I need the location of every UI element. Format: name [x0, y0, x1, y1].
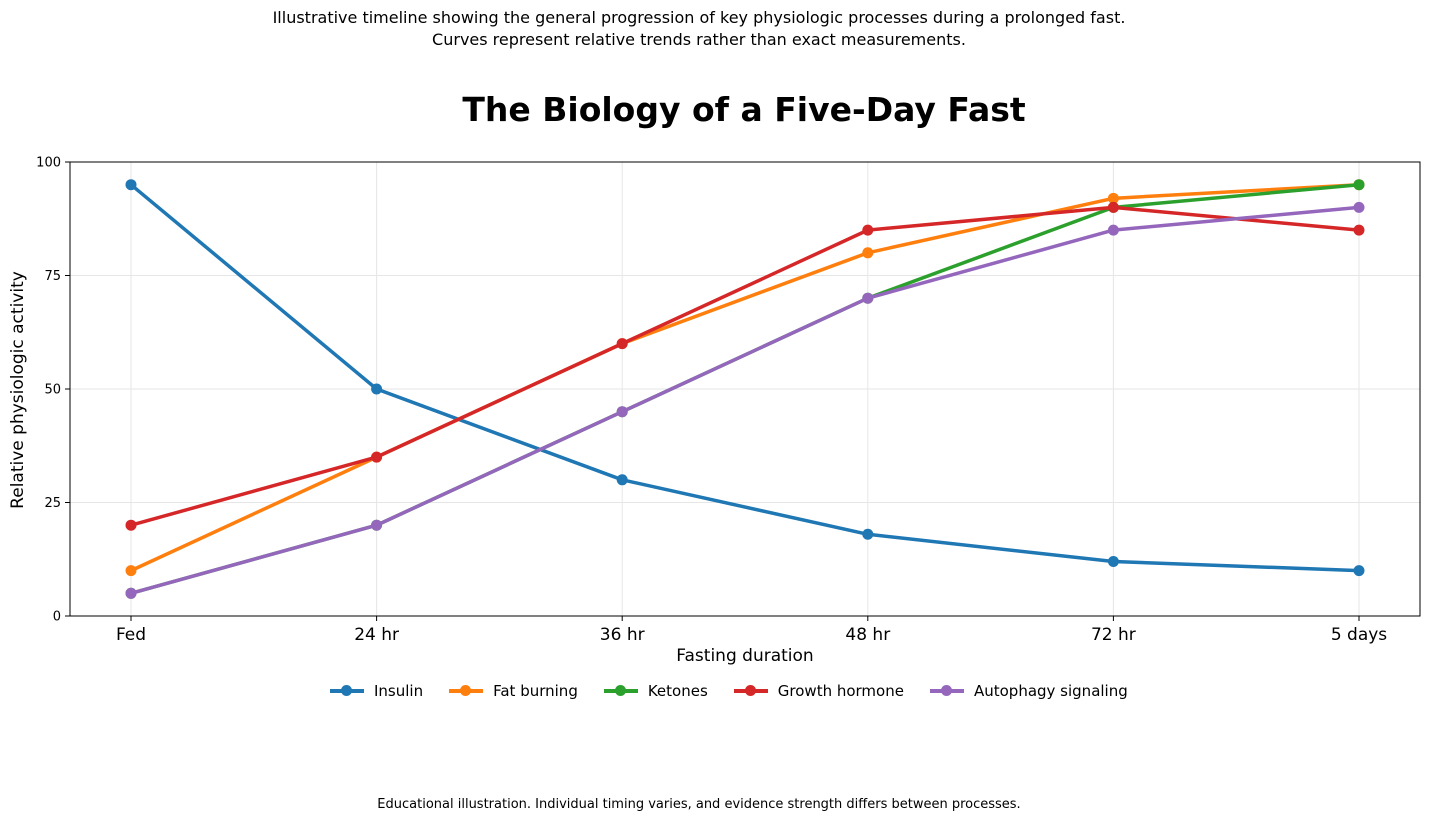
data-point-4-1 [371, 520, 382, 531]
legend-swatch-1 [449, 689, 483, 693]
data-point-0-5 [1354, 565, 1365, 576]
legend-item-1: Fat burning [449, 682, 578, 700]
legend-label-1: Fat burning [493, 682, 578, 700]
y-tick-label-3: 75 [44, 269, 61, 284]
x-tick-label-0: Fed [116, 625, 146, 645]
x-axis-label: Fasting duration [0, 646, 1430, 666]
legend-item-0: Insulin [330, 682, 423, 700]
y-tick-label-0: 0 [53, 610, 61, 625]
legend-item-3: Growth hormone [734, 682, 904, 700]
legend-label-3: Growth hormone [778, 682, 904, 700]
data-point-3-1 [371, 452, 382, 463]
legend-label-0: Insulin [374, 682, 423, 700]
x-tick-label-3: 48 hr [845, 625, 890, 645]
data-point-0-4 [1108, 556, 1119, 567]
legend-swatch-0 [330, 689, 364, 693]
data-point-0-1 [371, 384, 382, 395]
legend-swatch-2 [604, 689, 638, 693]
data-point-0-3 [862, 529, 873, 540]
y-axis-label: Relative physiologic activity [8, 271, 28, 509]
data-point-3-3 [862, 225, 873, 236]
data-point-2-5 [1354, 179, 1365, 190]
x-tick-label-4: 72 hr [1091, 625, 1136, 645]
legend-swatch-3 [734, 689, 768, 693]
x-tick-label-5: 5 days [1331, 625, 1387, 645]
data-point-3-2 [617, 338, 628, 349]
y-tick-label-4: 100 [36, 156, 61, 171]
data-point-4-5 [1354, 202, 1365, 213]
legend-swatch-4 [930, 689, 964, 693]
legend-item-4: Autophagy signaling [930, 682, 1128, 700]
legend-label-2: Ketones [648, 682, 708, 700]
data-point-0-2 [617, 474, 628, 485]
y-tick-label-1: 25 [44, 496, 61, 511]
data-point-1-3 [862, 247, 873, 258]
chart-legend: Insulin Fat burning Ketones Growth hormone A… [330, 679, 1170, 703]
data-point-3-0 [126, 520, 137, 531]
data-point-3-4 [1108, 202, 1119, 213]
data-point-4-3 [862, 293, 873, 304]
legend-item-2: Ketones [604, 682, 708, 700]
data-point-4-4 [1108, 225, 1119, 236]
data-point-1-0 [126, 565, 137, 576]
legend-label-4: Autophagy signaling [974, 682, 1128, 700]
x-tick-label-2: 36 hr [600, 625, 645, 645]
data-point-4-0 [126, 588, 137, 599]
footnote: Educational illustration. Individual tim… [0, 797, 1398, 812]
data-point-0-0 [126, 179, 137, 190]
x-tick-label-1: 24 hr [354, 625, 399, 645]
y-tick-label-2: 50 [44, 383, 61, 398]
data-point-4-2 [617, 406, 628, 417]
data-point-3-5 [1354, 225, 1365, 236]
